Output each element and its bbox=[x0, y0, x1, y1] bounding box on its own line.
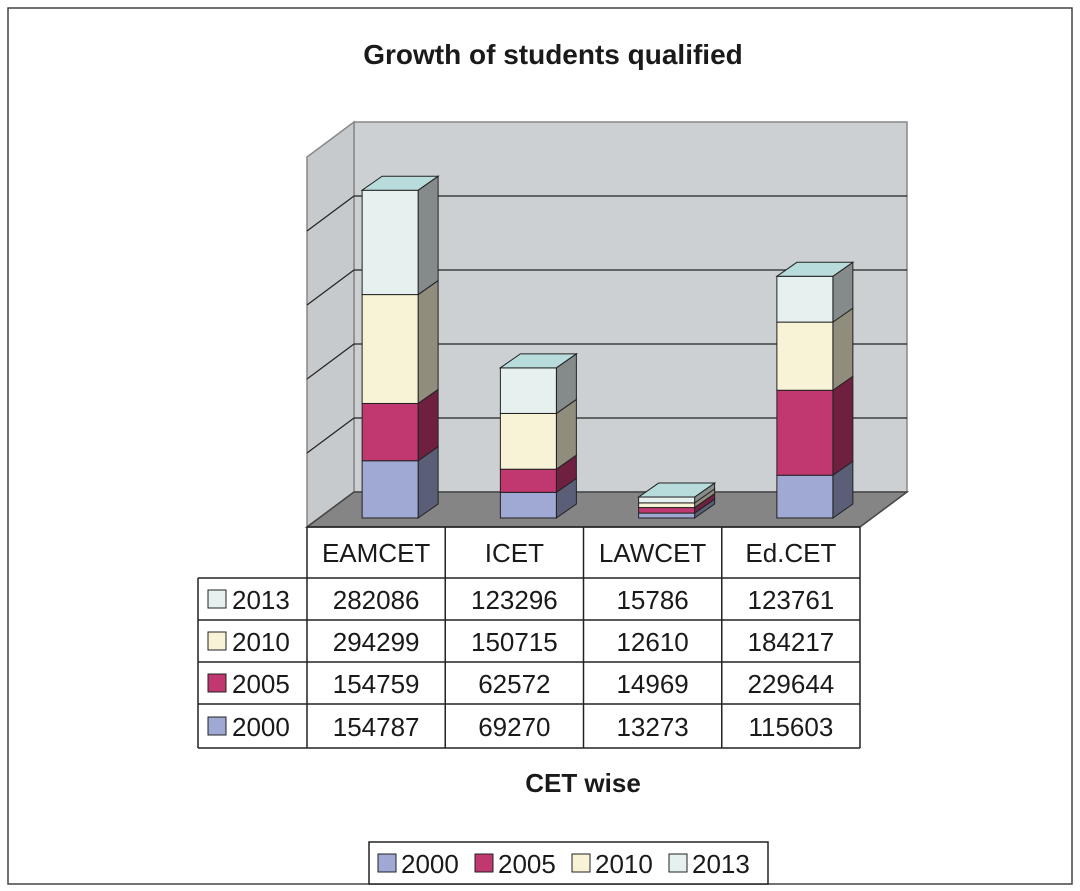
bar bbox=[776, 389, 834, 476]
bar bbox=[499, 412, 557, 470]
table-legend-key bbox=[207, 716, 227, 736]
x-axis-label: CET wise bbox=[525, 768, 641, 798]
table-value: 123296 bbox=[471, 585, 558, 615]
bar bbox=[776, 275, 834, 323]
x-tick-label: EAMCET bbox=[322, 538, 430, 568]
table-value: 294299 bbox=[333, 627, 420, 657]
bar bbox=[638, 502, 696, 509]
x-tick-label: Ed.CET bbox=[745, 538, 836, 568]
table-value: 69270 bbox=[478, 712, 550, 742]
table-legend-key bbox=[207, 589, 227, 609]
legend-box bbox=[368, 841, 769, 885]
legend-label: 2005 bbox=[498, 849, 556, 879]
bar bbox=[499, 468, 557, 493]
tick-mark bbox=[306, 343, 355, 380]
table-row-label: 2010 bbox=[232, 627, 290, 657]
bar-side bbox=[417, 279, 439, 405]
table-value: 150715 bbox=[471, 627, 558, 657]
legend-label: 2013 bbox=[692, 849, 750, 879]
table-value: 12610 bbox=[616, 627, 688, 657]
bar-top bbox=[498, 353, 578, 369]
table-row-label: 2013 bbox=[232, 585, 290, 615]
tick-mark bbox=[306, 269, 355, 306]
table-value: 154759 bbox=[333, 669, 420, 699]
side-wall bbox=[306, 120, 355, 529]
table-row-label: 2005 bbox=[232, 669, 290, 699]
table-value: 62572 bbox=[478, 669, 550, 699]
x-tick-label: ICET bbox=[485, 538, 544, 568]
bar bbox=[638, 507, 696, 514]
legend-label: 2010 bbox=[595, 849, 653, 879]
legend-key bbox=[474, 853, 494, 873]
table-value: 123761 bbox=[747, 585, 834, 615]
legend-label: 2000 bbox=[401, 849, 459, 879]
table-value: 115603 bbox=[748, 712, 833, 742]
bar bbox=[499, 491, 557, 519]
bar bbox=[776, 321, 834, 391]
bar bbox=[638, 496, 696, 504]
legend-key bbox=[377, 853, 397, 873]
table-value: 184217 bbox=[747, 627, 834, 657]
table-value: 282086 bbox=[333, 585, 420, 615]
bar bbox=[638, 512, 696, 519]
chart-title: Growth of students qualified bbox=[363, 39, 743, 70]
tick-mark bbox=[306, 195, 355, 232]
legend-key bbox=[668, 853, 688, 873]
bar bbox=[361, 402, 419, 462]
bar-top bbox=[360, 175, 440, 191]
x-tick-label: LAWCET bbox=[599, 538, 706, 568]
table-legend-key bbox=[207, 673, 227, 693]
table-value: 14969 bbox=[616, 669, 688, 699]
legend-key bbox=[571, 853, 591, 873]
bar-top bbox=[637, 482, 717, 498]
table-value: 15786 bbox=[616, 585, 688, 615]
bar-side bbox=[417, 175, 439, 296]
bar bbox=[361, 294, 419, 404]
table-value: 154787 bbox=[333, 712, 420, 742]
tick-mark bbox=[306, 417, 355, 454]
bar bbox=[361, 460, 419, 519]
table-value: 229644 bbox=[747, 669, 834, 699]
table-legend-key bbox=[207, 631, 227, 651]
table-value: 13273 bbox=[616, 712, 688, 742]
bar bbox=[361, 189, 419, 296]
bar bbox=[499, 367, 557, 414]
bar-side bbox=[832, 375, 854, 477]
bar-top bbox=[775, 261, 855, 277]
table-row-label: 2000 bbox=[232, 712, 290, 742]
bar bbox=[776, 474, 834, 519]
